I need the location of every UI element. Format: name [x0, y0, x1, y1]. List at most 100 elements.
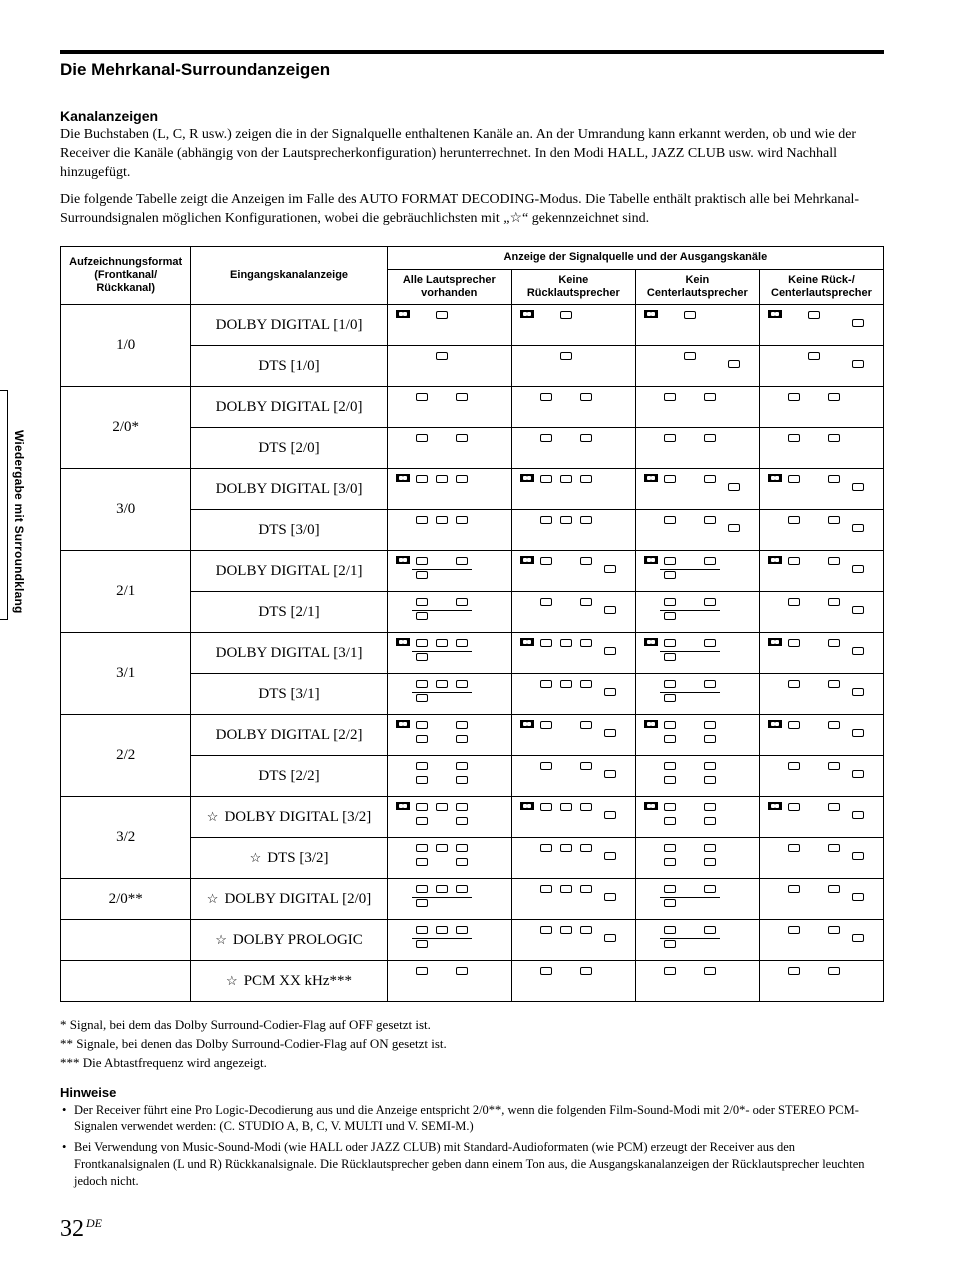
speaker-l-icon: [416, 844, 428, 852]
speaker-sr-icon: [456, 735, 468, 743]
speaker-sw-icon: [852, 360, 864, 368]
speaker-l-icon: [788, 393, 800, 401]
speaker-l-icon: [416, 598, 428, 606]
speaker-r-icon: [456, 926, 468, 934]
speaker-indicator: [518, 965, 629, 993]
speaker-l-icon: [540, 844, 552, 852]
speaker-l-icon: [788, 680, 800, 688]
th-nocenter: Kein Centerlautsprecher: [635, 269, 759, 304]
speaker-l-icon: [664, 393, 676, 401]
speaker-l-icon: [416, 475, 428, 483]
speaker-l-icon: [788, 434, 800, 442]
speaker-indicator: [518, 555, 629, 583]
indicator-cell: [387, 469, 511, 510]
speaker-l-icon: [540, 434, 552, 442]
speaker-l-icon: [664, 926, 676, 934]
dolby-mark-icon: [768, 720, 782, 728]
input-label: DOLBY DIGITAL [2/1]: [216, 563, 363, 579]
speaker-indicator: [394, 883, 505, 911]
speaker-c-icon: [560, 680, 572, 688]
dolby-mark-icon: [396, 802, 410, 810]
speaker-indicator: [766, 473, 877, 501]
speaker-indicator: [518, 678, 629, 706]
top-rule: [60, 50, 884, 54]
speaker-indicator: [642, 965, 753, 993]
indicator-cell: [387, 510, 511, 551]
surround-bar-icon: [660, 610, 720, 611]
speaker-l-icon: [540, 639, 552, 647]
table-row: 3/2☆DOLBY DIGITAL [3/2]: [61, 797, 884, 838]
speaker-sw-icon: [604, 934, 616, 942]
th-norear: Keine Rücklautsprecher: [511, 269, 635, 304]
input-label: DTS [2/1]: [258, 604, 319, 620]
speaker-r-icon: [580, 721, 592, 729]
speaker-sw-icon: [728, 483, 740, 491]
speaker-r-icon: [580, 803, 592, 811]
speaker-sw-icon: [852, 688, 864, 696]
speaker-r-icon: [580, 557, 592, 565]
format-cell: 1/0: [61, 305, 191, 387]
dolby-mark-icon: [520, 638, 534, 646]
speaker-l-icon: [788, 639, 800, 647]
input-cell: DOLBY DIGITAL [3/0]: [191, 469, 387, 510]
input-label: DTS [3/2]: [267, 850, 328, 866]
speaker-l-icon: [788, 762, 800, 770]
speaker-c-icon: [436, 352, 448, 360]
table-row: ☆DOLBY PROLOGIC: [61, 920, 884, 961]
speaker-indicator: [518, 514, 629, 542]
speaker-l-icon: [416, 516, 428, 524]
speaker-sw-icon: [728, 360, 740, 368]
input-cell: ☆DOLBY DIGITAL [3/2]: [191, 797, 387, 838]
speaker-r-icon: [828, 926, 840, 934]
speaker-c-icon: [436, 311, 448, 319]
speaker-indicator: [518, 391, 629, 419]
speaker-l-icon: [788, 926, 800, 934]
speaker-l-icon: [540, 680, 552, 688]
speaker-l-icon: [540, 516, 552, 524]
table-row: 2/1DOLBY DIGITAL [2/1]: [61, 551, 884, 592]
indicator-cell: [511, 920, 635, 961]
format-cell: 2/0**: [61, 879, 191, 920]
speaker-l-icon: [664, 680, 676, 688]
speaker-l-icon: [664, 967, 676, 975]
indicator-cell: [511, 961, 635, 1002]
speaker-indicator: [766, 350, 877, 378]
indicator-cell: [635, 551, 759, 592]
th-input: Eingangskanalanzeige: [191, 247, 387, 305]
speaker-c-icon: [560, 311, 572, 319]
footnote-line: *** Die Abtastfrequenz wird angezeigt.: [60, 1054, 884, 1073]
speaker-sr-icon: [456, 858, 468, 866]
speaker-l-icon: [540, 721, 552, 729]
speaker-l-icon: [416, 393, 428, 401]
indicator-cell: [387, 715, 511, 756]
indicator-cell: [511, 879, 635, 920]
speaker-r-icon: [704, 557, 716, 565]
indicator-cell: [387, 674, 511, 715]
speaker-c-icon: [560, 475, 572, 483]
footnotes: * Signal, bei dem das Dolby Surround-Cod…: [60, 1016, 884, 1073]
speaker-r-icon: [456, 598, 468, 606]
speaker-indicator: [766, 678, 877, 706]
speaker-r-icon: [704, 475, 716, 483]
speaker-sw-icon: [852, 811, 864, 819]
indicator-cell: [635, 879, 759, 920]
speaker-indicator: [394, 391, 505, 419]
speaker-r-icon: [704, 434, 716, 442]
indicator-cell: [635, 797, 759, 838]
speaker-indicator: [394, 801, 505, 829]
speaker-indicator: [642, 596, 753, 624]
speaker-indicator: [766, 842, 877, 870]
speaker-r-icon: [456, 639, 468, 647]
indicator-cell: [759, 346, 883, 387]
speaker-r-icon: [580, 762, 592, 770]
dolby-mark-icon: [396, 556, 410, 564]
input-label: DTS [1/0]: [258, 358, 319, 374]
intro-para-2: Die folgende Tabelle zeigt die Anzeigen …: [60, 191, 884, 229]
speaker-indicator: [642, 924, 753, 952]
speaker-r-icon: [704, 721, 716, 729]
indicator-cell: [511, 633, 635, 674]
indicator-cell: [759, 633, 883, 674]
indicator-cell: [759, 920, 883, 961]
page-number: 32DE: [60, 1216, 884, 1243]
table-row: 3/1DOLBY DIGITAL [3/1]: [61, 633, 884, 674]
